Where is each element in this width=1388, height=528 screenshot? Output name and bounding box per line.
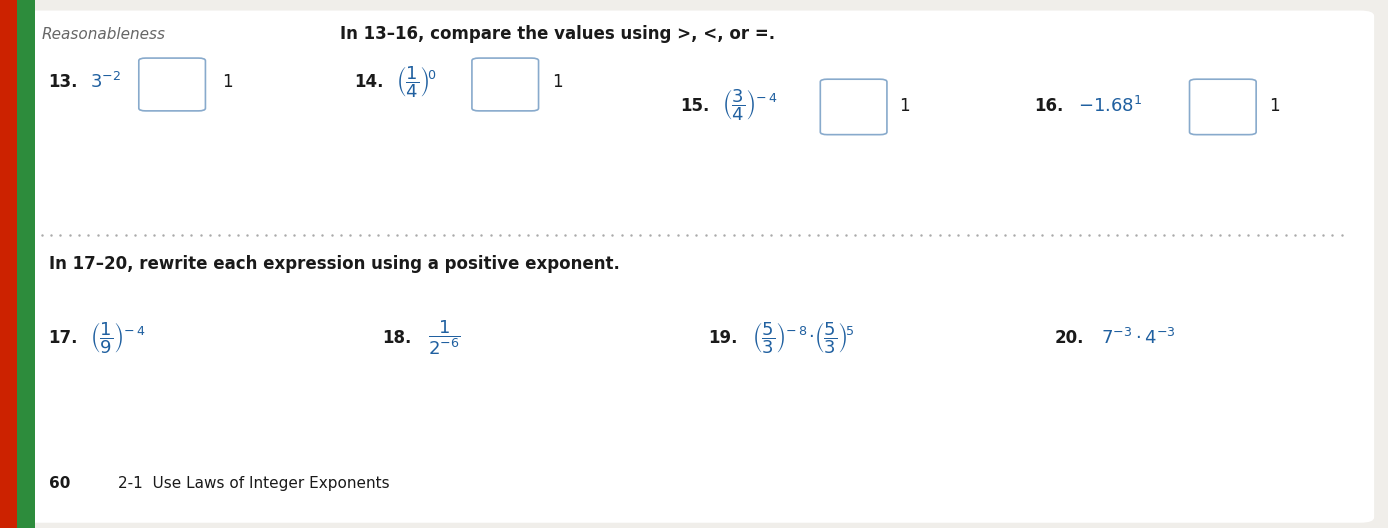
FancyBboxPatch shape (14, 11, 1374, 523)
Text: In 13–16, compare the values using >, <, or =.: In 13–16, compare the values using >, <,… (340, 25, 775, 43)
Text: 15.: 15. (680, 97, 709, 115)
Text: $\left(\dfrac{5}{3}\right)^{\!-8}\!\cdot\!\left(\dfrac{5}{3}\right)^{\!5}$: $\left(\dfrac{5}{3}\right)^{\!-8}\!\cdot… (752, 320, 855, 356)
Text: 14.: 14. (354, 73, 383, 91)
Text: $3^{-2}$: $3^{-2}$ (90, 72, 121, 92)
Text: 13.: 13. (49, 73, 78, 91)
Text: 18.: 18. (382, 329, 411, 347)
Text: 20.: 20. (1055, 329, 1084, 347)
FancyBboxPatch shape (139, 58, 205, 111)
Text: Reasonableness: Reasonableness (42, 27, 165, 42)
Text: 1: 1 (1269, 97, 1280, 115)
Text: $\left(\dfrac{1}{9}\right)^{\!-4}$: $\left(\dfrac{1}{9}\right)^{\!-4}$ (90, 320, 146, 356)
Bar (0, 0, 35, 528)
Text: $7^{-3} \cdot 4^{-3}$: $7^{-3} \cdot 4^{-3}$ (1101, 328, 1176, 348)
FancyBboxPatch shape (1190, 79, 1256, 135)
Text: 60: 60 (49, 476, 69, 491)
Text: $\left(\dfrac{3}{4}\right)^{\!-4}$: $\left(\dfrac{3}{4}\right)^{\!-4}$ (722, 88, 777, 124)
Text: $\dfrac{1}{2^{-6}}$: $\dfrac{1}{2^{-6}}$ (428, 318, 461, 357)
Text: 1: 1 (222, 73, 233, 91)
FancyBboxPatch shape (820, 79, 887, 135)
Text: 16.: 16. (1034, 97, 1063, 115)
FancyBboxPatch shape (472, 58, 539, 111)
Text: 2-1  Use Laws of Integer Exponents: 2-1 Use Laws of Integer Exponents (118, 476, 390, 491)
Text: $-1.68^{1}$: $-1.68^{1}$ (1078, 96, 1142, 116)
Bar (0, 0, 17, 528)
Text: 1: 1 (552, 73, 564, 91)
Text: 1: 1 (899, 97, 911, 115)
Text: $\left(\dfrac{1}{4}\right)^{\!0}$: $\left(\dfrac{1}{4}\right)^{\!0}$ (396, 64, 436, 100)
Text: 17.: 17. (49, 329, 78, 347)
Text: 19.: 19. (708, 329, 737, 347)
Text: In 17–20, rewrite each expression using a positive exponent.: In 17–20, rewrite each expression using … (49, 255, 619, 273)
